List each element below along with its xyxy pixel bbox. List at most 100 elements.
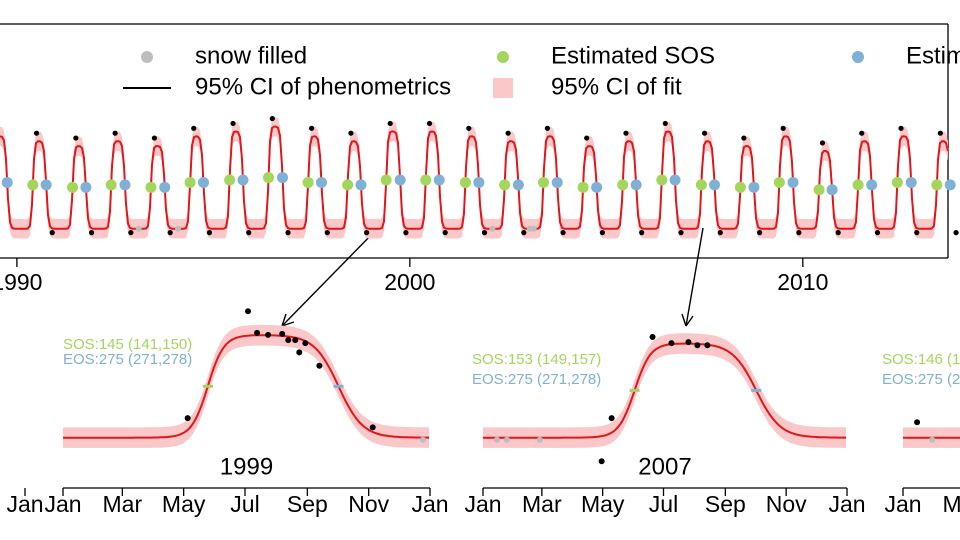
eos-marker (237, 174, 249, 186)
snow-point (419, 436, 426, 443)
observation (191, 125, 197, 131)
legend-marker (852, 51, 864, 63)
eos-marker (669, 174, 681, 186)
sos-marker (262, 172, 274, 184)
observation (649, 333, 656, 340)
panel-year: 2007 (638, 453, 691, 480)
sos-marker (656, 174, 668, 186)
arrows (281, 227, 704, 327)
sos-annotation: SOS:153 (149,157) (472, 351, 601, 368)
panel-year: 1999 (220, 453, 273, 480)
sos-marker (105, 179, 117, 191)
x-tick-label: Jan (464, 491, 501, 517)
sos-marker (813, 184, 825, 196)
observation (296, 349, 303, 356)
eos-annotation: EOS:275 (271,278) (63, 351, 192, 368)
observation (246, 230, 252, 236)
x-tick-label: 2010 (777, 269, 828, 295)
eos-marker (119, 179, 131, 191)
sos-annotation: SOS:145 (141,150) (63, 336, 192, 353)
observation (151, 135, 158, 141)
sos-annotation: SOS:146 (142,150) (882, 351, 960, 368)
sos-marker (695, 179, 707, 191)
eos-marker (905, 176, 917, 188)
observation (466, 125, 472, 131)
observation (685, 339, 692, 346)
sos-marker (537, 176, 549, 188)
observation (49, 230, 55, 236)
legend-marker (497, 51, 509, 63)
fit-ci-band (0, 116, 948, 239)
fit-ci-band (903, 427, 960, 448)
observation (598, 458, 605, 465)
observation (623, 130, 629, 136)
observation (835, 230, 841, 236)
sos-marker (145, 181, 157, 193)
observation (206, 230, 213, 236)
eos-marker (787, 176, 799, 188)
observation (521, 230, 527, 236)
observation (481, 230, 488, 236)
eos-marker (551, 176, 563, 188)
sos-marker (27, 179, 39, 191)
snow-point (503, 436, 510, 443)
x-tick-label: Mar (943, 491, 960, 517)
observation (387, 120, 393, 127)
eos-marker (630, 179, 642, 191)
legend-marker (493, 78, 513, 98)
legend-label: Estimated SOS (551, 42, 715, 69)
legend-label: Estimated EOS (906, 42, 960, 69)
sos-marker (891, 176, 903, 188)
eos-marker (355, 179, 367, 191)
x-tick-label: Jul (230, 491, 259, 517)
eos-marker (473, 176, 485, 188)
eos-marker (866, 179, 878, 191)
fit-line (63, 334, 429, 439)
x-tick-label: Jul (649, 491, 678, 517)
observation (369, 424, 376, 431)
eos-marker (1, 176, 13, 188)
legend-label: snow filled (195, 42, 307, 69)
arrow-head (281, 313, 295, 327)
observation (874, 230, 881, 236)
snow-point (493, 436, 500, 443)
eos-marker (433, 174, 445, 186)
eos-marker (944, 179, 956, 191)
observation (599, 230, 606, 236)
observation (88, 230, 95, 236)
observation (796, 230, 802, 236)
eos-marker (826, 184, 838, 196)
observation (230, 120, 236, 127)
observation (560, 230, 566, 236)
eos-marker (80, 181, 92, 193)
observation (269, 115, 275, 122)
observation (279, 330, 286, 337)
observation (859, 130, 865, 136)
observation (285, 337, 292, 344)
observation (584, 135, 590, 141)
x-tick-label: Jan (884, 491, 921, 517)
observation (316, 362, 323, 369)
eos-marker (197, 176, 209, 188)
sos-marker (224, 174, 236, 186)
eos-annotation: EOS:275 (271,279) (882, 371, 960, 388)
observation (285, 230, 291, 236)
observation (694, 342, 701, 349)
arrow (685, 227, 704, 327)
observation (717, 230, 723, 236)
observation (914, 230, 920, 236)
sos-marker (380, 174, 392, 186)
sos-marker (617, 179, 629, 191)
sos-marker (852, 179, 864, 191)
fit-line (483, 342, 846, 439)
observation (898, 125, 904, 131)
x-tick-label: 2000 (384, 269, 435, 295)
legend-label: 95% CI of phenometrics (195, 73, 451, 100)
snow-point (929, 436, 936, 443)
observation (167, 230, 173, 236)
x-tick-label: Nov (766, 491, 807, 517)
observation (33, 130, 40, 136)
observation (704, 342, 711, 349)
observation (639, 230, 645, 236)
